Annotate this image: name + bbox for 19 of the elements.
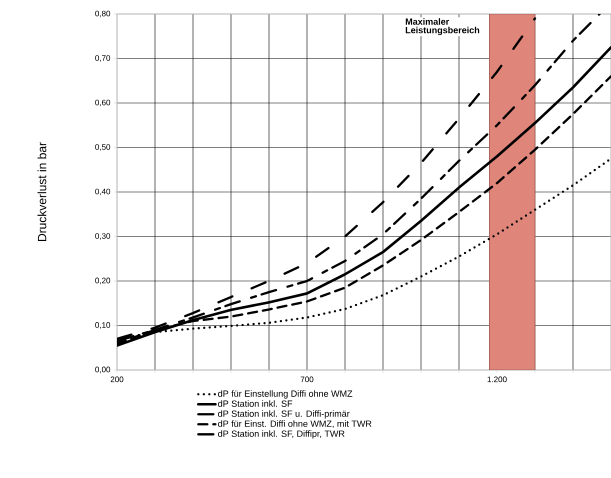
legend-label: dP für Einst. Diffi ohne WMZ, mit TWR xyxy=(218,420,372,428)
x-tick-label: 200 xyxy=(110,376,124,382)
x-tick-label: 700 xyxy=(300,376,314,382)
x-tick-label: 1.200 xyxy=(488,376,507,382)
y-tick-label: 0,40 xyxy=(95,188,110,196)
y-tick-label: 0,10 xyxy=(95,322,110,329)
y-axis-title: Druckverlust in bar xyxy=(38,142,46,242)
y-tick-label: 0,00 xyxy=(95,366,110,374)
legend-label: dP Station inkl. SF, Diffipr, TWR xyxy=(218,430,344,439)
y-tick-label: 0,30 xyxy=(95,233,110,240)
legend-label: dP Station inkl. SF u. Diffi-primär xyxy=(218,410,350,419)
band-label: Maximaler Leistungsbereich xyxy=(406,18,480,36)
legend-label: dP für Einstellung Diffi ohne WMZ xyxy=(218,390,352,399)
y-tick-label: 0,60 xyxy=(95,100,110,106)
y-tick-label: 0,80 xyxy=(95,10,110,18)
y-tick-label: 0,70 xyxy=(95,55,110,62)
y-tick-label: 0,20 xyxy=(95,278,110,284)
y-tick-label: 0,50 xyxy=(95,144,110,151)
legend-label: dP Station inkl. SF xyxy=(218,400,292,407)
